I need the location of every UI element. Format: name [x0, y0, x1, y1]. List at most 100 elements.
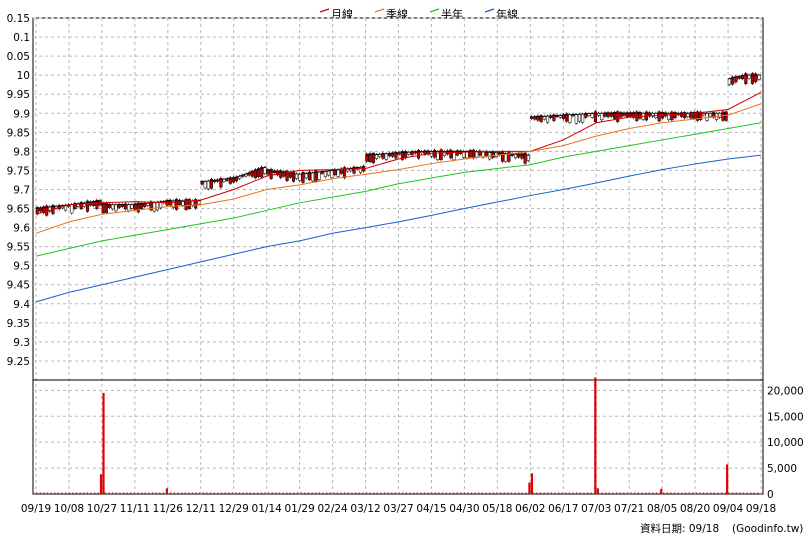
date-tick-label: 09/19 [21, 503, 51, 515]
volume-bar [485, 492, 487, 494]
volume-bar [152, 492, 154, 494]
candle-body [187, 199, 191, 209]
candle-body [155, 202, 159, 211]
volume-bar [713, 492, 716, 494]
volume-tick-label: 0 [767, 489, 774, 501]
candle-body [750, 73, 754, 84]
volume-bar [471, 492, 473, 494]
candle-body [111, 204, 115, 210]
price-tick-label: 9.5 [13, 261, 30, 273]
candle-body [117, 203, 121, 208]
volume-bar [492, 492, 494, 494]
volume-bar [191, 492, 194, 494]
volume-bar [297, 492, 299, 494]
volume-bar [645, 492, 647, 494]
candle-body [304, 173, 308, 179]
volume-bar [365, 492, 368, 494]
volume-bar [489, 492, 491, 494]
volume-bar [518, 492, 520, 494]
volume-bar [326, 492, 328, 494]
volume-bar [224, 492, 226, 494]
volume-bar [202, 492, 204, 494]
volume-bar [289, 492, 291, 494]
candle-body [410, 151, 414, 156]
volume-bar [253, 492, 255, 494]
candle-body [689, 112, 693, 119]
candle-body [727, 78, 731, 85]
volume-bar [427, 492, 429, 494]
volume-bar [742, 492, 745, 494]
candle-body [152, 202, 156, 212]
tick-labels: 0.15 0.1 0.05 10 9.95 9.9 9.85 9.8 9.75 9.7 9.65 9.… [7, 13, 804, 515]
candle-body [139, 202, 144, 209]
grid [32, 17, 764, 495]
volume-bar [333, 492, 335, 494]
candle-body [263, 167, 267, 174]
volume-bar [688, 492, 690, 494]
moving-average-lines [35, 91, 762, 303]
volume-bar [347, 492, 349, 494]
volume-bar [391, 492, 393, 494]
date-tick-label: 09/04 [713, 503, 744, 515]
volume-bar [659, 492, 661, 494]
candle-body [568, 114, 572, 123]
candle-body [70, 204, 74, 214]
volume-bar [710, 492, 712, 494]
candle-body [590, 113, 594, 118]
volume-bar [637, 492, 639, 494]
candle-body [539, 115, 543, 122]
candle-body [584, 112, 588, 118]
candle-body [574, 114, 578, 124]
volume-bar [79, 492, 81, 494]
candle-body [609, 112, 613, 117]
volume-bar [99, 474, 103, 494]
volume-bar [579, 492, 581, 494]
volume-bar [46, 492, 49, 494]
date-tick-label: 09/18 [746, 503, 776, 515]
candle-body [342, 167, 347, 179]
candle-body [708, 113, 712, 117]
price-tick-label: 9.25 [7, 356, 30, 368]
legend-swatch [429, 8, 440, 13]
date-tick-label: 01/14 [252, 503, 283, 515]
volume-bar [307, 492, 310, 494]
volume-bar [318, 492, 320, 494]
date-tick-label: 03/27 [383, 503, 413, 515]
volume-bar [329, 492, 331, 494]
volume-bar [536, 492, 538, 494]
candle-body [683, 112, 687, 119]
price-tick-label: 0.15 [7, 13, 30, 25]
date-tick-label: 11/26 [153, 503, 184, 515]
volume-bar [268, 492, 270, 494]
volume-bar [507, 492, 509, 494]
candle-body [400, 151, 404, 160]
candle-body [244, 173, 248, 177]
volume-bar [594, 377, 597, 494]
candle-body [149, 201, 153, 211]
candle-body [275, 170, 280, 176]
candle-body [123, 203, 128, 210]
volume-bar [199, 492, 201, 494]
volume-bar [445, 492, 447, 494]
legend-swatch [319, 8, 330, 13]
volume-bar [757, 492, 759, 494]
date-tick-label: 04/30 [449, 503, 479, 515]
volume-bar [732, 492, 734, 494]
candle-body [206, 180, 210, 190]
candle-body [339, 168, 343, 174]
candle-body [731, 76, 735, 85]
candle-body [238, 176, 242, 179]
volume-bar [510, 492, 513, 494]
volume-bar [641, 492, 643, 494]
volume-bar [36, 492, 38, 494]
date-tick-label: 06/17 [548, 503, 578, 515]
candle-body [352, 166, 356, 174]
volume-tick-label: 10,000 [767, 437, 804, 449]
volume-bar [177, 492, 179, 494]
candle-body [194, 199, 198, 209]
volume-bar [235, 492, 237, 494]
volume-bar [260, 492, 262, 494]
volume-bar [165, 488, 169, 494]
volume-bar [601, 492, 603, 494]
